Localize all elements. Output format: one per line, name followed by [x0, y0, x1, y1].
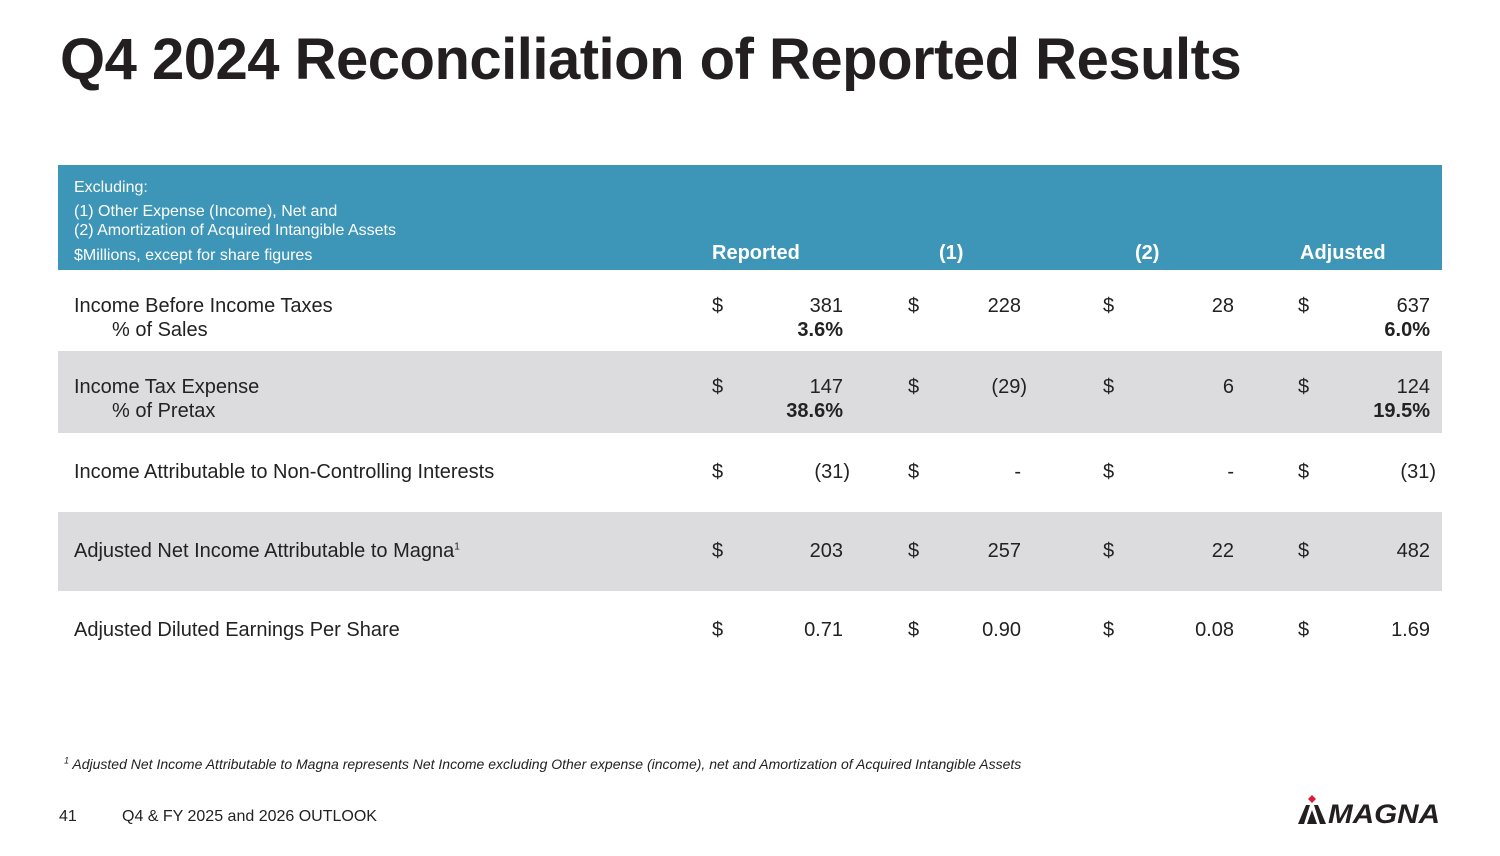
- pct-adjusted: 19.5%: [1373, 400, 1430, 422]
- footnote-text: Adjusted Net Income Attributable to Magn…: [72, 756, 1022, 772]
- currency-symbol: $: [712, 619, 724, 641]
- row-sublabel: % of Sales: [112, 319, 208, 341]
- logo-wordmark: MAGNA: [1328, 799, 1440, 825]
- logo-stripe-right: [1314, 805, 1326, 824]
- reconciliation-table: Excluding: (1) Other Expense (Income), N…: [58, 165, 1442, 670]
- currency-symbol: $: [1298, 376, 1310, 398]
- header-excluding: Excluding:: [74, 179, 148, 196]
- pct-adjusted: 6.0%: [1384, 319, 1430, 341]
- currency-symbol: $: [1298, 619, 1310, 641]
- value-col-2: 28: [1211, 295, 1234, 317]
- value-reported: 381: [809, 295, 843, 317]
- value-col-2: 0.08: [1195, 619, 1234, 641]
- value-col-2: 6: [1222, 376, 1234, 398]
- logo-stripe-middle: [1307, 810, 1317, 824]
- header-units: $Millions, except for share figures: [74, 247, 313, 264]
- value-reported: (31): [814, 461, 850, 483]
- currency-symbol: $: [1298, 295, 1310, 317]
- table-row-income-tax-expense: Income Tax Expense % of Pretax $ 147 $ (…: [58, 351, 1442, 433]
- currency-symbol: $: [712, 461, 724, 483]
- value-col-1: (29): [991, 376, 1027, 398]
- table-row-adjusted-net-income: Adjusted Net Income Attributable to Magn…: [58, 512, 1442, 591]
- header-line-1: (1) Other Expense (Income), Net and: [74, 203, 338, 220]
- row-sublabel: % of Pretax: [112, 400, 216, 422]
- row-label: Adjusted Net Income Attributable to Magn…: [74, 540, 460, 563]
- table-row-non-controlling-interests: Income Attributable to Non-Controlling I…: [58, 433, 1442, 512]
- value-col-2: -: [1227, 461, 1234, 483]
- logo-stripe-left: [1298, 805, 1310, 824]
- currency-symbol: $: [1298, 461, 1310, 483]
- row-label: Income Before Income Taxes: [74, 295, 333, 317]
- currency-symbol: $: [908, 295, 920, 317]
- header-line-2: (2) Amortization of Acquired Intangible …: [74, 222, 396, 239]
- value-reported: 203: [809, 540, 843, 562]
- deck-title: Q4 & FY 2025 and 2026 OUTLOOK: [122, 808, 377, 825]
- value-adjusted: 637: [1396, 295, 1430, 317]
- column-header-reported: Reported: [712, 242, 800, 264]
- page-title: Q4 2024 Reconciliation of Reported Resul…: [60, 27, 1242, 92]
- footnote-number: 1: [64, 755, 70, 766]
- value-adjusted: 1.69: [1391, 619, 1430, 641]
- currency-symbol: $: [908, 619, 920, 641]
- table-row-diluted-eps: Adjusted Diluted Earnings Per Share $ 0.…: [58, 591, 1442, 670]
- value-col-1: 0.90: [982, 619, 1021, 641]
- table-header: Excluding: (1) Other Expense (Income), N…: [58, 165, 1442, 270]
- column-header-2: (2): [1135, 242, 1160, 264]
- value-adjusted: 124: [1396, 376, 1430, 398]
- value-col-1: -: [1014, 461, 1021, 483]
- currency-symbol: $: [908, 540, 920, 562]
- page-number: 41: [59, 808, 77, 825]
- value-col-1: 228: [987, 295, 1021, 317]
- value-reported: 0.71: [804, 619, 843, 641]
- currency-symbol: $: [1103, 461, 1115, 483]
- row-label: Income Tax Expense: [74, 376, 260, 398]
- value-col-2: 22: [1211, 540, 1234, 562]
- value-col-1: 257: [987, 540, 1021, 562]
- row-label: Adjusted Diluted Earnings Per Share: [74, 619, 400, 641]
- value-adjusted: (31): [1400, 461, 1436, 483]
- row-label-text: Adjusted Net Income Attributable to Magn…: [74, 540, 455, 562]
- currency-symbol: $: [1103, 619, 1115, 641]
- footnote-marker: 1: [454, 541, 460, 553]
- value-adjusted: 482: [1396, 540, 1430, 562]
- currency-symbol: $: [712, 376, 724, 398]
- currency-symbol: $: [712, 295, 724, 317]
- column-header-1: (1): [939, 242, 964, 264]
- value-reported: 147: [809, 376, 843, 398]
- currency-symbol: $: [1103, 295, 1115, 317]
- currency-symbol: $: [1103, 540, 1115, 562]
- currency-symbol: $: [1103, 376, 1115, 398]
- pct-reported: 38.6%: [786, 400, 843, 422]
- table-row-income-before-taxes: Income Before Income Taxes % of Sales $ …: [58, 270, 1442, 351]
- column-header-adjusted: Adjusted: [1300, 242, 1386, 264]
- currency-symbol: $: [712, 540, 724, 562]
- pct-reported: 3.6%: [797, 319, 843, 341]
- row-label: Income Attributable to Non-Controlling I…: [74, 461, 495, 483]
- currency-symbol: $: [908, 461, 920, 483]
- logo-diamond-icon: [1308, 795, 1316, 803]
- currency-symbol: $: [1298, 540, 1310, 562]
- magna-logo: MAGNA: [1298, 795, 1440, 825]
- footnote: 1 Adjusted Net Income Attributable to Ma…: [64, 756, 1021, 772]
- currency-symbol: $: [908, 376, 920, 398]
